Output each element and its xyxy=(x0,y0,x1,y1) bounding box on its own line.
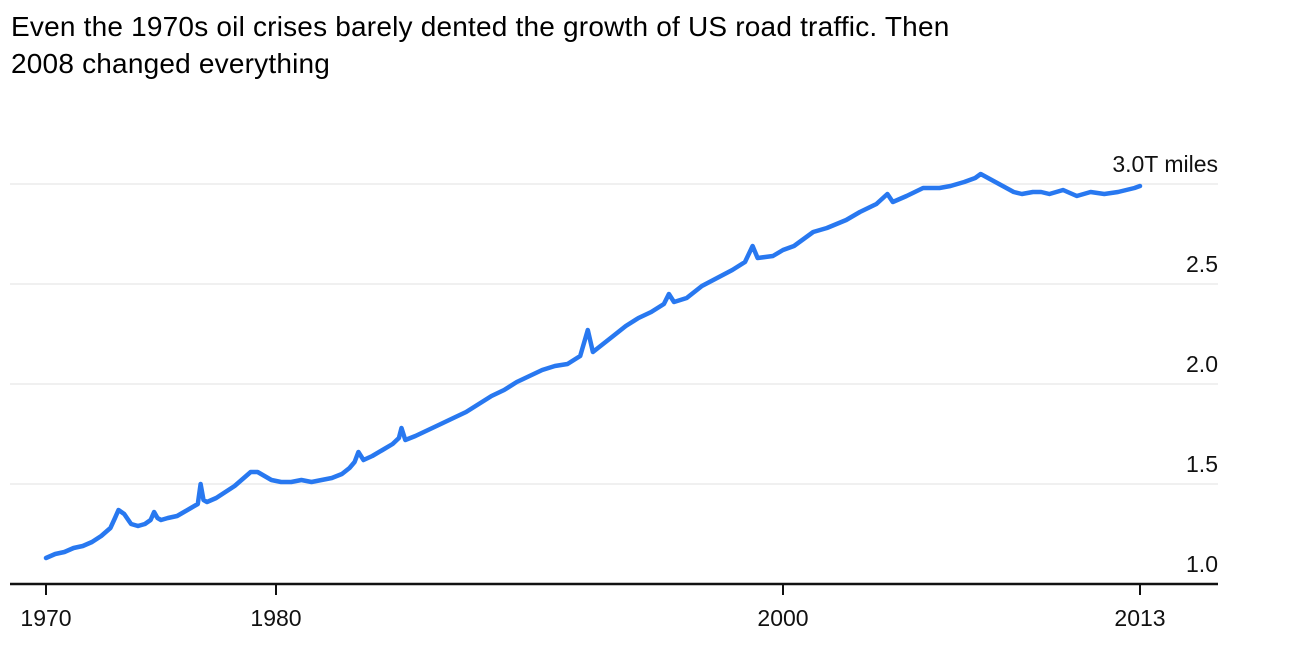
x-axis-tick-label: 2000 xyxy=(757,605,808,631)
x-axis-tick-label: 2013 xyxy=(1114,605,1165,631)
y-axis-tick-label: 1.0 xyxy=(1186,551,1218,577)
y-axis-tick-label: 3.0T miles xyxy=(1112,151,1218,177)
chart-title-line1: Even the 1970s oil crises barely dented … xyxy=(11,11,950,42)
y-axis-tick-label: 1.5 xyxy=(1186,451,1218,477)
y-axis-tick-label: 2.0 xyxy=(1186,351,1218,377)
chart-title: Even the 1970s oil crises barely dented … xyxy=(11,8,950,82)
y-axis-tick-label: 2.5 xyxy=(1186,251,1218,277)
x-axis-tick-label: 1970 xyxy=(20,605,71,631)
x-axis-tick-label: 1980 xyxy=(250,605,301,631)
traffic-line-series xyxy=(43,171,1143,561)
chart-title-line2: 2008 changed everything xyxy=(11,48,331,79)
